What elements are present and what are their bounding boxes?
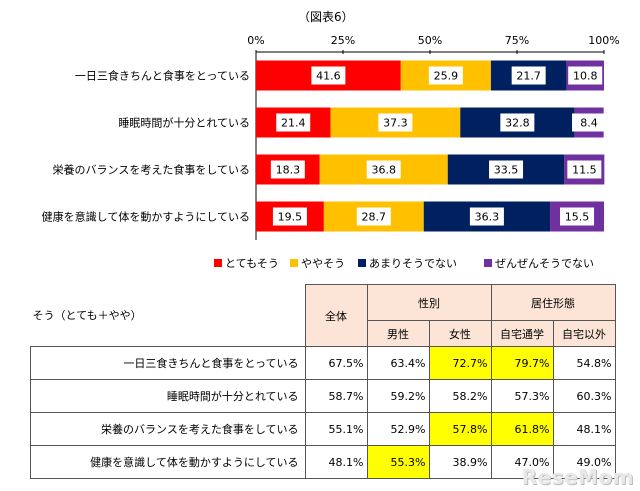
legend-label: とてもそう [225,257,279,270]
legend-label: あまりそうでない [369,257,457,270]
table-row: 健康を意識して体を動かすようにしている 48.1% 55.3% 38.9% 47… [30,445,616,479]
legend-swatch [214,259,222,267]
x-tick-label: 50% [418,34,442,47]
data-label-box [500,113,535,132]
table-row: 睡眠時間が十分とれている 58.7% 59.2% 58.2% 57.3% 60.… [30,379,616,413]
x-tick-label: 0% [247,34,264,47]
row-label: 健康を意識して体を動かすようにしている [30,445,306,479]
data-label-box [356,207,391,226]
data-label-box [567,160,602,179]
row-label: 一日三食きちんと食事をとっている [30,346,306,380]
data-label-box [366,160,401,179]
legend-label: ややそう [301,257,345,270]
cell-value: 59.2% [366,379,430,413]
data-label-box [272,207,307,226]
data-label-box [511,66,546,85]
cell-value: 55.3% [366,445,430,479]
cell-value: 58.2% [428,379,492,413]
data-label-box [270,160,305,179]
x-tick-label: 25% [331,34,355,47]
table-row: 一日三食きちんと食事をとっている 67.5% 63.4% 72.7% 79.7%… [30,346,616,380]
cell-value: 55.1% [304,412,368,446]
legend-swatch [484,259,492,267]
cell-value: 58.7% [304,379,368,413]
data-label-box [560,207,595,226]
data-label: 21.4 [281,117,306,130]
data-label: 19.5 [278,211,303,224]
data-label: 36.3 [475,211,500,224]
data-label: 32.8 [505,117,530,130]
sub-header-away: 自宅以外 [552,320,616,347]
data-label: 15.5 [565,211,590,224]
cell-value: 52.9% [366,412,430,446]
group-residence-header: 居住形態 [490,284,616,321]
category-label: 一日三食きちんと食事をとっている [75,69,250,83]
data-label-box [311,66,346,85]
data-label: 21.7 [516,70,541,83]
category-label: 栄養のバランスを考えた食事をしている [53,163,250,177]
data-label: 8.4 [580,117,598,130]
cell-value: 54.8% [552,346,616,380]
x-tick-label: 75% [505,34,529,47]
cell-value: 61.8% [490,412,554,446]
cell-value: 48.1% [552,412,616,446]
data-label-box [428,66,463,85]
stacked-bar-chart: 0% 25% 50% 75% 100% 一日三食きちんと食事をとっている 41.6 25.9 2… [42,34,620,270]
summary-table: そう（とても＋やや） 全体 性別 居住形態 男性 女性 自宅通学 自宅以外 一日… [30,284,616,479]
table-row: 栄養のバランスを考えた食事をしている 55.1% 52.9% 57.8% 61.… [30,412,616,446]
cell-value: 48.1% [304,445,368,479]
sub-header-male: 男性 [366,320,430,347]
data-label-box [276,113,311,132]
row-label: 栄養のバランスを考えた食事をしている [30,412,306,446]
cell-value: 49.0% [552,445,616,479]
cell-value: 67.5% [304,346,368,380]
table-caption: そう（とても＋やや） [30,284,305,347]
cell-value: 63.4% [366,346,430,380]
cell-value: 57.3% [490,379,554,413]
cell-value: 57.8% [428,412,492,446]
data-label-box [469,207,504,226]
col-overall-header: 全体 [304,284,368,347]
data-label-box [489,160,524,179]
legend-swatch [290,259,298,267]
cell-value: 72.7% [428,346,492,380]
data-label: 25.9 [434,70,459,83]
data-label: 11.5 [572,164,597,177]
legend-label: ぜんぜんそうでない [495,257,594,270]
cell-value: 79.7% [490,346,554,380]
data-label: 28.7 [362,211,387,224]
sub-header-home: 自宅通学 [490,320,554,347]
data-label: 41.6 [316,70,341,83]
data-label-box [568,66,603,85]
data-label: 33.5 [494,164,519,177]
figure-label: （図表6） [298,10,354,24]
watermark-logo: ReseMom [521,465,634,489]
cell-value: 38.9% [428,445,492,479]
legend-swatch [358,259,366,267]
data-label: 37.3 [383,117,408,130]
x-tick-label: 100% [588,34,619,47]
cell-value: 47.0% [490,445,554,479]
category-label: 睡眠時間が十分とれている [118,116,250,130]
cell-value: 60.3% [552,379,616,413]
data-label: 36.8 [371,164,396,177]
data-label: 10.8 [573,70,598,83]
category-label: 健康を意識して体を動かすようにしている [42,210,250,224]
data-label-box [572,113,607,132]
data-label-box [378,113,413,132]
sub-header-female: 女性 [428,320,492,347]
row-label: 睡眠時間が十分とれている [30,379,306,413]
data-label: 18.3 [276,164,301,177]
group-gender-header: 性別 [366,284,492,321]
